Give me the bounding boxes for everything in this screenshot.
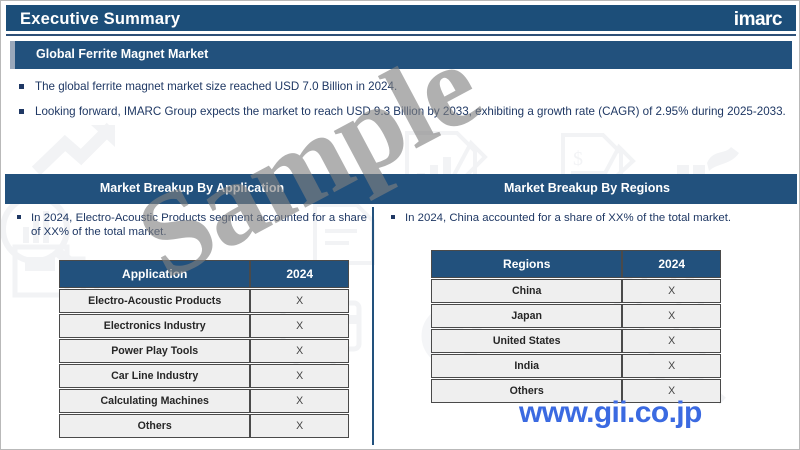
table-header-row: Application 2024 — [59, 260, 349, 288]
list-item: Looking forward, IMARC Group expects the… — [11, 104, 791, 119]
table-row: Japan X — [431, 304, 721, 328]
column-divider — [372, 207, 374, 445]
title-bar: Executive Summary imarc — [6, 5, 796, 34]
cell-label: Power Play Tools — [59, 339, 251, 363]
regions-breakup-table: Regions 2024 China X Japan X United Stat… — [431, 249, 721, 404]
cell-label: Others — [431, 379, 623, 403]
table-row: United States X — [431, 329, 721, 353]
table-row: Power Play Tools X — [59, 339, 349, 363]
section-title-regions: Market Breakup By Regions — [503, 181, 671, 195]
regions-column: In 2024, China accounted for a share of … — [383, 211, 793, 403]
table-row: Others X — [431, 379, 721, 403]
title-underline — [6, 34, 796, 36]
cell-value: X — [250, 339, 349, 363]
cell-label: Calculating Machines — [59, 389, 251, 413]
cell-label: China — [431, 279, 623, 303]
list-item: The global ferrite magnet market size re… — [11, 79, 791, 94]
summary-bullet-list: The global ferrite magnet market size re… — [11, 79, 791, 129]
column-header-regions: Regions — [431, 250, 623, 278]
cell-label: Electro-Acoustic Products — [59, 289, 251, 313]
cell-value: X — [622, 279, 721, 303]
report-subtitle: Global Ferrite Magnet Market — [36, 47, 209, 61]
cell-value: X — [622, 329, 721, 353]
cell-value: X — [250, 414, 349, 438]
table-header-row: Regions 2024 — [431, 250, 721, 278]
cell-label: Electronics Industry — [59, 314, 251, 338]
page-title: Executive Summary — [20, 10, 181, 28]
table-row: Electro-Acoustic Products X — [59, 289, 349, 313]
imarc-logo: imarc — [733, 9, 783, 30]
cell-label: Car Line Industry — [59, 364, 251, 388]
table-row: Calculating Machines X — [59, 389, 349, 413]
application-table-wrapper: Application 2024 Electro-Acoustic Produc… — [59, 259, 349, 439]
application-insight-text: In 2024, Electro-Acoustic Products segme… — [9, 211, 367, 239]
column-header-application: Application — [59, 260, 251, 288]
cell-value: X — [250, 364, 349, 388]
cell-label: Japan — [431, 304, 623, 328]
table-row: Others X — [59, 414, 349, 438]
cell-label: Others — [59, 414, 251, 438]
regions-insight-text: In 2024, China accounted for a share of … — [383, 211, 793, 225]
cell-value: X — [250, 389, 349, 413]
cell-value: X — [250, 289, 349, 313]
cell-value: X — [250, 314, 349, 338]
cell-label: United States — [431, 329, 623, 353]
table-row: China X — [431, 279, 721, 303]
cell-value: X — [622, 354, 721, 378]
svg-text:$: $ — [573, 148, 583, 170]
regions-table-wrapper: Regions 2024 China X Japan X United Stat… — [431, 249, 721, 404]
application-breakup-table: Application 2024 Electro-Acoustic Produc… — [59, 259, 349, 439]
cell-label: India — [431, 354, 623, 378]
table-row: Electronics Industry X — [59, 314, 349, 338]
report-subtitle-bar: Global Ferrite Magnet Market — [10, 41, 792, 69]
cell-value: X — [622, 304, 721, 328]
column-header-year: 2024 — [622, 250, 721, 278]
cell-value: X — [622, 379, 721, 403]
application-column: In 2024, Electro-Acoustic Products segme… — [9, 211, 367, 438]
column-header-year: 2024 — [250, 260, 349, 288]
section-title-application: Market Breakup By Application — [99, 181, 285, 195]
section-header-band: Market Breakup By Application Market Bre… — [5, 174, 797, 204]
table-row: Car Line Industry X — [59, 364, 349, 388]
table-row: India X — [431, 354, 721, 378]
